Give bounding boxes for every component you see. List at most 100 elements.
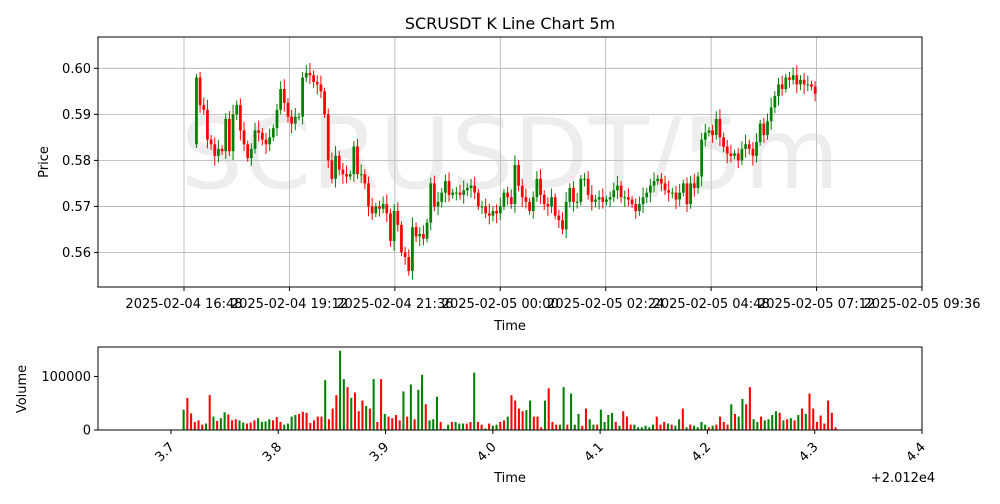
- candle: [462, 180, 466, 204]
- volume-x-tick-label: 4.0: [474, 440, 499, 465]
- candle-body: [641, 197, 645, 205]
- candle: [249, 143, 253, 166]
- candle: [498, 197, 502, 221]
- candle: [356, 138, 359, 179]
- candle: [275, 104, 279, 136]
- volume-bar: [678, 419, 681, 430]
- candle: [594, 194, 597, 208]
- candle: [736, 147, 740, 169]
- candle: [755, 133, 758, 163]
- candle: [367, 176, 370, 217]
- candle-body: [568, 188, 572, 202]
- candle-body: [220, 148, 224, 152]
- candle-body: [714, 118, 718, 136]
- candle: [389, 208, 392, 247]
- candle: [440, 187, 444, 208]
- volume-bar: [789, 418, 792, 430]
- candle: [630, 195, 634, 208]
- candle-body: [539, 178, 542, 195]
- volume-bar: [443, 428, 446, 430]
- candle: [714, 111, 718, 140]
- volume-bar: [830, 412, 833, 430]
- volume-bar: [532, 416, 535, 430]
- candle: [319, 75, 323, 99]
- volume-bar: [327, 419, 330, 430]
- candle: [649, 178, 652, 203]
- volume-bar: [491, 425, 494, 430]
- volume-bar: [652, 424, 655, 430]
- candle-body: [597, 197, 601, 200]
- candle-body: [301, 77, 304, 117]
- price-grid: [98, 37, 923, 287]
- volume-x-tick-label: 4.4: [904, 440, 929, 465]
- candle-body: [755, 141, 758, 156]
- volume-bar: [383, 413, 386, 430]
- volume-bar: [473, 372, 476, 430]
- candle: [315, 75, 319, 95]
- candle: [722, 132, 725, 153]
- volume-bar: [685, 427, 688, 430]
- volume-bar: [212, 416, 215, 430]
- candle: [502, 188, 506, 211]
- volume-bar: [398, 420, 401, 430]
- candle: [623, 190, 627, 207]
- candle-body: [509, 197, 513, 205]
- volume-bar: [312, 420, 316, 430]
- candle-body: [195, 77, 198, 145]
- candle-body: [561, 220, 564, 230]
- volume-bar: [625, 416, 628, 430]
- candle-body: [487, 213, 491, 216]
- candle: [487, 203, 491, 225]
- candle: [253, 122, 257, 154]
- candle: [279, 81, 283, 115]
- candle: [476, 188, 480, 211]
- candle-body: [198, 77, 202, 106]
- candle: [667, 180, 671, 202]
- candle: [634, 198, 638, 219]
- candle-body: [275, 109, 279, 129]
- volume-bar: [558, 424, 561, 430]
- volume-bar: [208, 395, 211, 430]
- candle: [579, 175, 583, 206]
- volume-bar: [644, 425, 647, 430]
- volume-bar: [380, 379, 383, 430]
- volume-bar: [659, 424, 662, 430]
- volume-bar: [204, 423, 208, 430]
- candle: [568, 183, 572, 208]
- volume-bar: [704, 424, 707, 430]
- candle-body: [323, 91, 326, 115]
- candle-body: [766, 121, 769, 136]
- candle: [810, 80, 813, 91]
- candle: [348, 170, 352, 181]
- candle-body: [799, 79, 802, 85]
- candle-body: [326, 114, 330, 161]
- volume-bar: [279, 421, 282, 430]
- volume-bar: [186, 397, 189, 430]
- volume-bar: [454, 421, 457, 430]
- volume-bar: [618, 425, 621, 430]
- candle: [447, 172, 451, 202]
- candle-body: [400, 224, 403, 253]
- candle: [217, 140, 220, 163]
- candle: [659, 173, 663, 192]
- candle-body: [330, 160, 334, 179]
- volume-bar: [413, 419, 416, 430]
- candle-body: [334, 155, 337, 179]
- candle: [239, 98, 242, 141]
- volume-bar: [555, 424, 558, 430]
- candle: [513, 155, 517, 213]
- candle-body: [670, 192, 674, 194]
- volume-y-tick-label: 0: [83, 424, 91, 439]
- volume-bar: [417, 389, 420, 430]
- volume-bar: [428, 420, 431, 430]
- volume-bar: [696, 427, 699, 430]
- volume-bar: [603, 421, 606, 430]
- volume-bar: [506, 416, 509, 430]
- volume-bar: [316, 416, 319, 430]
- candle-body: [271, 128, 275, 138]
- candle: [312, 70, 315, 88]
- volume-bar: [286, 423, 289, 430]
- candle-body: [557, 215, 561, 221]
- candle: [396, 202, 400, 232]
- candle-body: [476, 192, 480, 207]
